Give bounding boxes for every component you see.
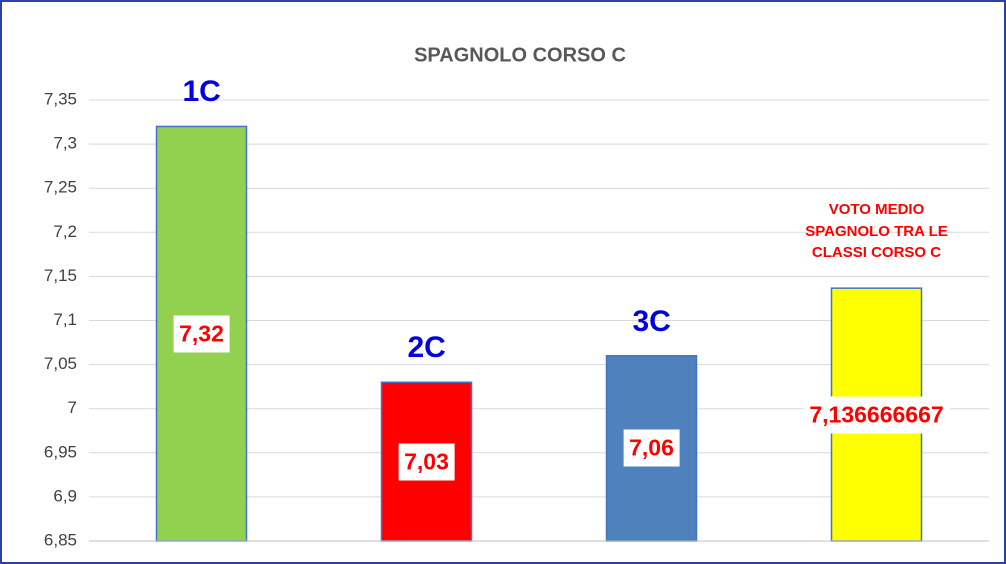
value-label: 7,32 (173, 315, 230, 353)
y-tick-label: 7,25 (44, 178, 77, 197)
category-label: 3C (632, 304, 671, 338)
y-tick-label: 6,95 (44, 442, 77, 461)
value-label: 7,06 (623, 429, 680, 467)
value-label: 7,03 (398, 443, 455, 481)
y-tick-label: 7,15 (44, 266, 77, 285)
y-tick-label: 7,1 (53, 310, 77, 329)
category-label: VOTO MEDIO SPAGNOLO TRA LE CLASSI CORSO … (805, 200, 948, 262)
y-tick-label: 7,35 (44, 89, 77, 108)
category-label: 2C (407, 331, 446, 365)
y-tick-label: 7,3 (53, 134, 77, 153)
y-tick-label: 6,9 (53, 486, 77, 505)
y-tick-label: 6,85 (44, 530, 77, 549)
chart-title: SPAGNOLO CORSO C (414, 44, 626, 66)
category-label: 1C (182, 75, 221, 109)
y-tick-label: 7,05 (44, 354, 77, 373)
y-tick-label: 7 (68, 398, 77, 417)
value-label: 7,136666667 (803, 396, 950, 434)
y-tick-label: 7,2 (53, 222, 77, 241)
